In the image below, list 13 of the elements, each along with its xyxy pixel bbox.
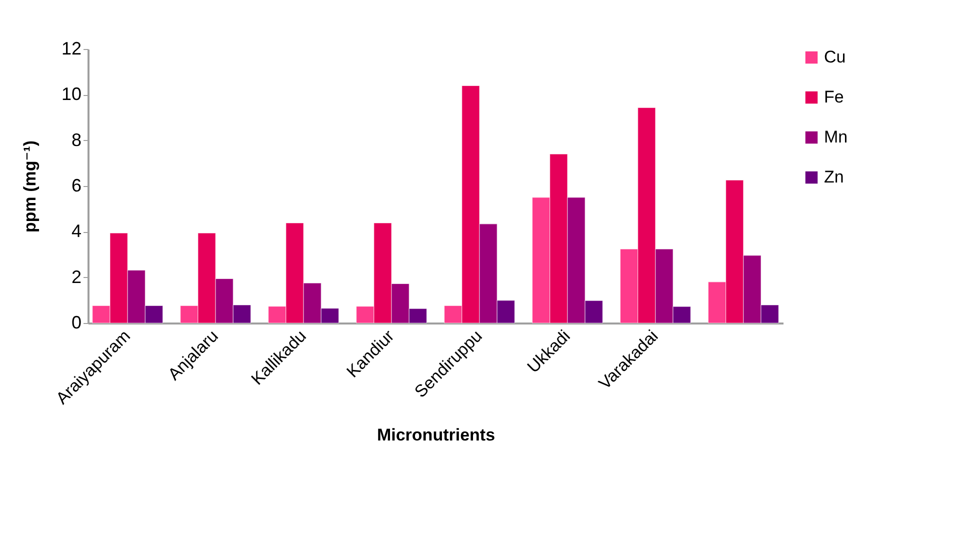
legend-label: Fe: [824, 88, 844, 106]
y-tick-label: 12: [61, 38, 82, 58]
y-tick-label: 6: [71, 176, 82, 196]
legend-label: Zn: [824, 168, 844, 186]
y-tick-label: 10: [61, 84, 82, 104]
legend-label: Mn: [824, 128, 848, 146]
y-tick-label: 2: [71, 266, 82, 287]
legend-label: Cu: [824, 48, 846, 66]
y-tick-label: 8: [71, 130, 82, 150]
y-axis-title: ppm (mg⁻¹): [20, 140, 40, 233]
y-tick-label: 0: [71, 312, 82, 332]
x-axis-title: Micronutrients: [376, 425, 496, 444]
y-tick-label: 4: [71, 221, 82, 242]
